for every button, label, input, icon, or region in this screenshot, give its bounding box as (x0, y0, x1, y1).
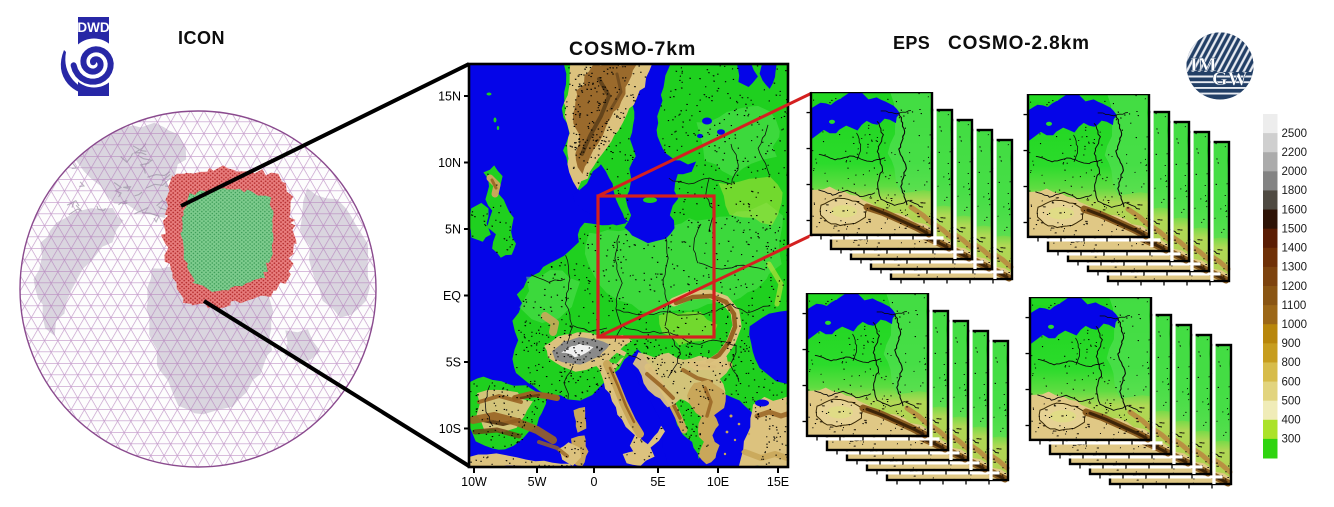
svg-text:1100: 1100 (1282, 300, 1307, 312)
svg-text:1600: 1600 (1282, 204, 1308, 216)
svg-text:1500: 1500 (1282, 224, 1308, 236)
svg-text:1300: 1300 (1282, 262, 1308, 274)
svg-text:10S: 10S (439, 422, 461, 436)
svg-text:15E: 15E (767, 475, 789, 489)
svg-text:5W: 5W (528, 475, 547, 489)
svg-text:2500: 2500 (1282, 128, 1308, 140)
svg-text:1000: 1000 (1282, 319, 1308, 331)
svg-text:2200: 2200 (1282, 147, 1308, 159)
svg-text:1400: 1400 (1282, 243, 1308, 255)
svg-text:5E: 5E (650, 475, 665, 489)
svg-text:1200: 1200 (1282, 281, 1308, 293)
svg-text:800: 800 (1282, 357, 1301, 369)
svg-text:10E: 10E (707, 475, 729, 489)
svg-text:EQ: EQ (443, 289, 461, 303)
svg-text:2000: 2000 (1282, 166, 1308, 178)
svg-text:GW: GW (1212, 68, 1248, 90)
svg-text:10N: 10N (438, 156, 461, 170)
svg-text:DWD: DWD (77, 20, 109, 35)
svg-text:1800: 1800 (1282, 185, 1308, 197)
svg-text:5S: 5S (446, 356, 461, 370)
svg-text:900: 900 (1282, 338, 1301, 350)
svg-text:400: 400 (1282, 415, 1301, 427)
svg-text:500: 500 (1282, 396, 1301, 408)
svg-text:15N: 15N (438, 90, 461, 104)
svg-text:10W: 10W (461, 475, 487, 489)
svg-text:5N: 5N (445, 223, 461, 237)
svg-text:0: 0 (591, 475, 598, 489)
svg-text:IM: IM (1190, 54, 1217, 76)
svg-text:600: 600 (1282, 376, 1301, 388)
svg-text:300: 300 (1282, 434, 1301, 446)
